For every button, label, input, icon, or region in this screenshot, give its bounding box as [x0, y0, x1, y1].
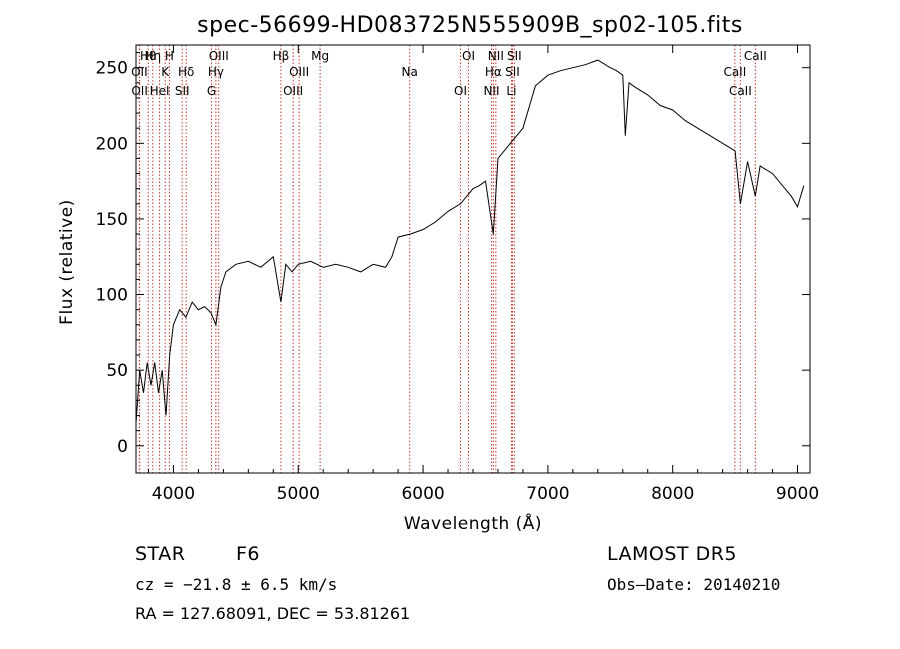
- emission-line-label: NII: [483, 84, 499, 98]
- emission-line-label: K: [161, 65, 170, 79]
- x-axis-label: Wavelength (Å): [404, 512, 542, 534]
- x-axis-ticks: 4000 5000 6000 7000 8000 9000: [147, 45, 819, 504]
- x-tick-label: 8000: [651, 484, 694, 504]
- survey-name: LAMOST DR5: [607, 543, 737, 565]
- emission-line-label: SII: [505, 65, 520, 79]
- y-axis-ticks: 0 50 100 150 200 250: [96, 52, 810, 457]
- emission-line-label: NII: [488, 49, 504, 63]
- emission-line-markers: [138, 45, 756, 473]
- emission-line-label: OIII: [289, 65, 309, 79]
- emission-line-label: CaII: [729, 84, 752, 98]
- object-class: STAR: [135, 543, 185, 565]
- emission-line-label: CaII: [723, 65, 746, 79]
- emission-line-label: H: [165, 49, 174, 63]
- y-tick-label: 0: [117, 437, 128, 457]
- x-tick-label: 5000: [277, 484, 320, 504]
- y-tick-label: 50: [106, 361, 128, 381]
- emission-line-label: Hγ: [208, 65, 224, 79]
- emission-line-label: OI: [462, 49, 475, 63]
- emission-line-label: Na: [402, 65, 418, 79]
- emission-line-label: HeI: [150, 84, 170, 98]
- object-subclass: F6: [236, 543, 260, 565]
- emission-line-labels: HθOIIOIIHηKHeIHHδSIIOIIIHγGHβOIIIOIIIMgN…: [131, 49, 767, 98]
- emission-line-label: OII: [131, 65, 148, 79]
- x-tick-label: 6000: [401, 484, 444, 504]
- spectrum-line: [135, 59, 805, 424]
- observation-date: Obs–Date: 20140210: [607, 575, 780, 594]
- emission-line-label: Li: [506, 84, 516, 98]
- x-tick-label: 9000: [776, 484, 819, 504]
- emission-line-label: OI: [454, 84, 467, 98]
- emission-line-label: Hβ: [273, 49, 290, 63]
- emission-line-label: OIII: [283, 84, 303, 98]
- emission-line-label: Hδ: [178, 65, 194, 79]
- y-tick-label: 100: [96, 286, 128, 306]
- emission-line-label: Hθ: [140, 49, 156, 63]
- emission-line-label: CaII: [744, 49, 767, 63]
- redshift-readout: cz = −21.8 ± 6.5 km/s: [135, 575, 337, 594]
- emission-line-label: SII: [507, 49, 522, 63]
- y-tick-label: 250: [96, 59, 128, 79]
- plot-frame: [135, 44, 811, 474]
- y-tick-label: 200: [96, 134, 128, 154]
- coordinates: RA = 127.68091, DEC = 53.81261: [135, 604, 410, 623]
- x-tick-label: 7000: [526, 484, 569, 504]
- emission-line-label: OIII: [209, 49, 229, 63]
- emission-line-label: Hη: [145, 49, 162, 63]
- chart-title: spec-56699-HD083725N555909B_sp02-105.fit…: [197, 13, 743, 38]
- y-axis-label: Flux (relative): [57, 199, 77, 325]
- emission-line-label: Hα: [485, 65, 502, 79]
- x-tick-label: 4000: [152, 484, 195, 504]
- emission-line-label: Mg: [311, 49, 329, 63]
- emission-line-label: OII: [131, 84, 148, 98]
- y-tick-label: 150: [96, 210, 128, 230]
- emission-line-label: SII: [175, 84, 190, 98]
- emission-line-label: G: [207, 84, 216, 98]
